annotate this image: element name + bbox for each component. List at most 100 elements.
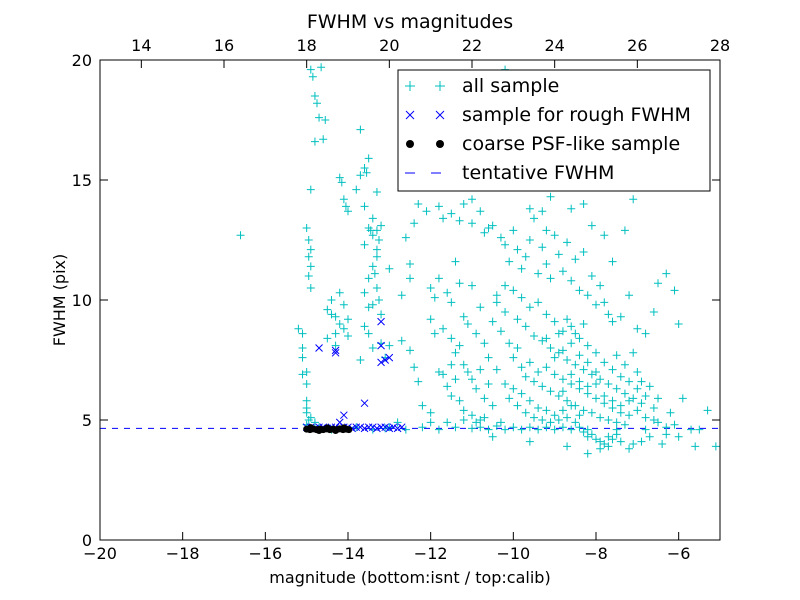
data-point-plus [294, 324, 303, 333]
data-point-plus [554, 416, 563, 424]
data-point-x [381, 356, 390, 364]
data-point-plus [306, 413, 315, 422]
data-point-plus [596, 444, 605, 453]
data-point-plus [637, 399, 646, 408]
data-point-x [397, 423, 406, 432]
data-point-plus [335, 320, 344, 328]
data-point-plus [501, 281, 510, 290]
data-point-plus [571, 255, 580, 264]
data-point-plus [476, 416, 485, 424]
data-point-plus [550, 317, 559, 326]
data-point-plus [426, 284, 435, 292]
data-point-plus [439, 214, 448, 223]
data-point-plus [546, 274, 555, 283]
legend-item-rough-fwhm: sample for rough FWHM [405, 104, 691, 126]
legend-dot-marker [406, 140, 444, 148]
data-point-plus [608, 435, 617, 444]
legend-label-all-sample: all sample [462, 75, 559, 97]
data-point-plus [612, 425, 621, 434]
data-point-plus [455, 279, 464, 288]
data-point-plus [302, 408, 311, 417]
data-point-plus [236, 231, 245, 240]
data-point-x [331, 348, 340, 357]
data-point-plus [352, 185, 361, 194]
data-point-plus [480, 339, 489, 348]
data-point-plus [575, 377, 584, 386]
data-point-plus [654, 279, 662, 288]
data-point-plus [447, 334, 456, 343]
data-point-plus [600, 440, 609, 448]
chart-title: FWHM vs magnitudes [307, 11, 513, 33]
data-point-plus [302, 368, 311, 376]
data-point-x [331, 346, 340, 355]
data-point-plus [385, 264, 394, 273]
data-point-plus [364, 303, 373, 312]
data-point-plus [339, 324, 348, 333]
data-point-plus [592, 394, 600, 403]
data-point-plus [418, 401, 427, 410]
data-point-plus [298, 353, 307, 362]
data-point-plus [691, 442, 700, 451]
data-point-plus [476, 423, 485, 432]
data-point-plus [538, 336, 547, 345]
x-tick-label: −6 [667, 544, 691, 563]
data-point-plus [308, 72, 317, 81]
data-point-plus [468, 424, 476, 433]
data-point-plus [608, 365, 617, 374]
data-point-plus [414, 377, 423, 386]
data-point-plus [711, 442, 720, 451]
data-point-plus [608, 404, 617, 412]
data-point-plus [592, 368, 600, 376]
data-point-plus [538, 416, 547, 424]
data-point-plus [306, 245, 315, 254]
data-point-x [340, 411, 348, 420]
data-point-plus [542, 334, 551, 343]
data-point-plus [488, 401, 497, 410]
data-point-plus [629, 348, 638, 357]
data-point-plus [563, 315, 572, 324]
data-point-plus [525, 236, 534, 244]
data-point-plus [558, 406, 567, 415]
data-point-plus [339, 195, 348, 204]
top-x-axis: 14 16 18 20 22 24 26 28 [131, 36, 730, 68]
data-point-plus [468, 375, 476, 384]
data-point-plus [306, 185, 315, 194]
data-point-plus [612, 384, 621, 393]
data-point-plus [629, 440, 638, 448]
x-tick-label: −16 [248, 544, 282, 563]
data-point-plus [550, 231, 559, 240]
legend-label-rough-fwhm: sample for rough FWHM [462, 104, 691, 126]
data-point-plus [476, 207, 485, 216]
plot-marks [100, 63, 720, 458]
data-point-plus [496, 327, 505, 336]
data-point-plus [360, 322, 369, 331]
data-point-plus [521, 322, 530, 331]
top-x-tick-label: 20 [379, 36, 399, 55]
data-point-plus [542, 406, 551, 415]
data-point-plus [410, 363, 419, 372]
data-point-plus [604, 442, 613, 451]
data-point-plus [513, 315, 522, 324]
data-point-plus [344, 315, 352, 324]
data-point-plus [525, 423, 534, 432]
data-point-plus [641, 413, 650, 422]
data-point-plus [509, 286, 518, 295]
data-point-plus [496, 233, 505, 242]
data-point-plus [459, 200, 468, 208]
data-point-plus [579, 320, 588, 328]
data-point-plus [434, 274, 443, 283]
data-point-plus [620, 226, 629, 235]
data-point-plus [356, 171, 365, 180]
data-point-plus [377, 221, 386, 230]
data-point-plus [525, 396, 534, 405]
data-point-plus [484, 353, 493, 362]
data-point-plus [616, 372, 625, 381]
data-point-plus [434, 368, 443, 376]
top-x-tick-label: 24 [544, 36, 564, 55]
legend: all sample sample for rough FWHM coarse … [397, 69, 711, 192]
data-point-plus [488, 432, 497, 441]
data-point-plus [575, 384, 584, 393]
data-point-plus [542, 260, 551, 268]
data-point-plus [649, 416, 658, 424]
data-point-plus [654, 394, 662, 403]
